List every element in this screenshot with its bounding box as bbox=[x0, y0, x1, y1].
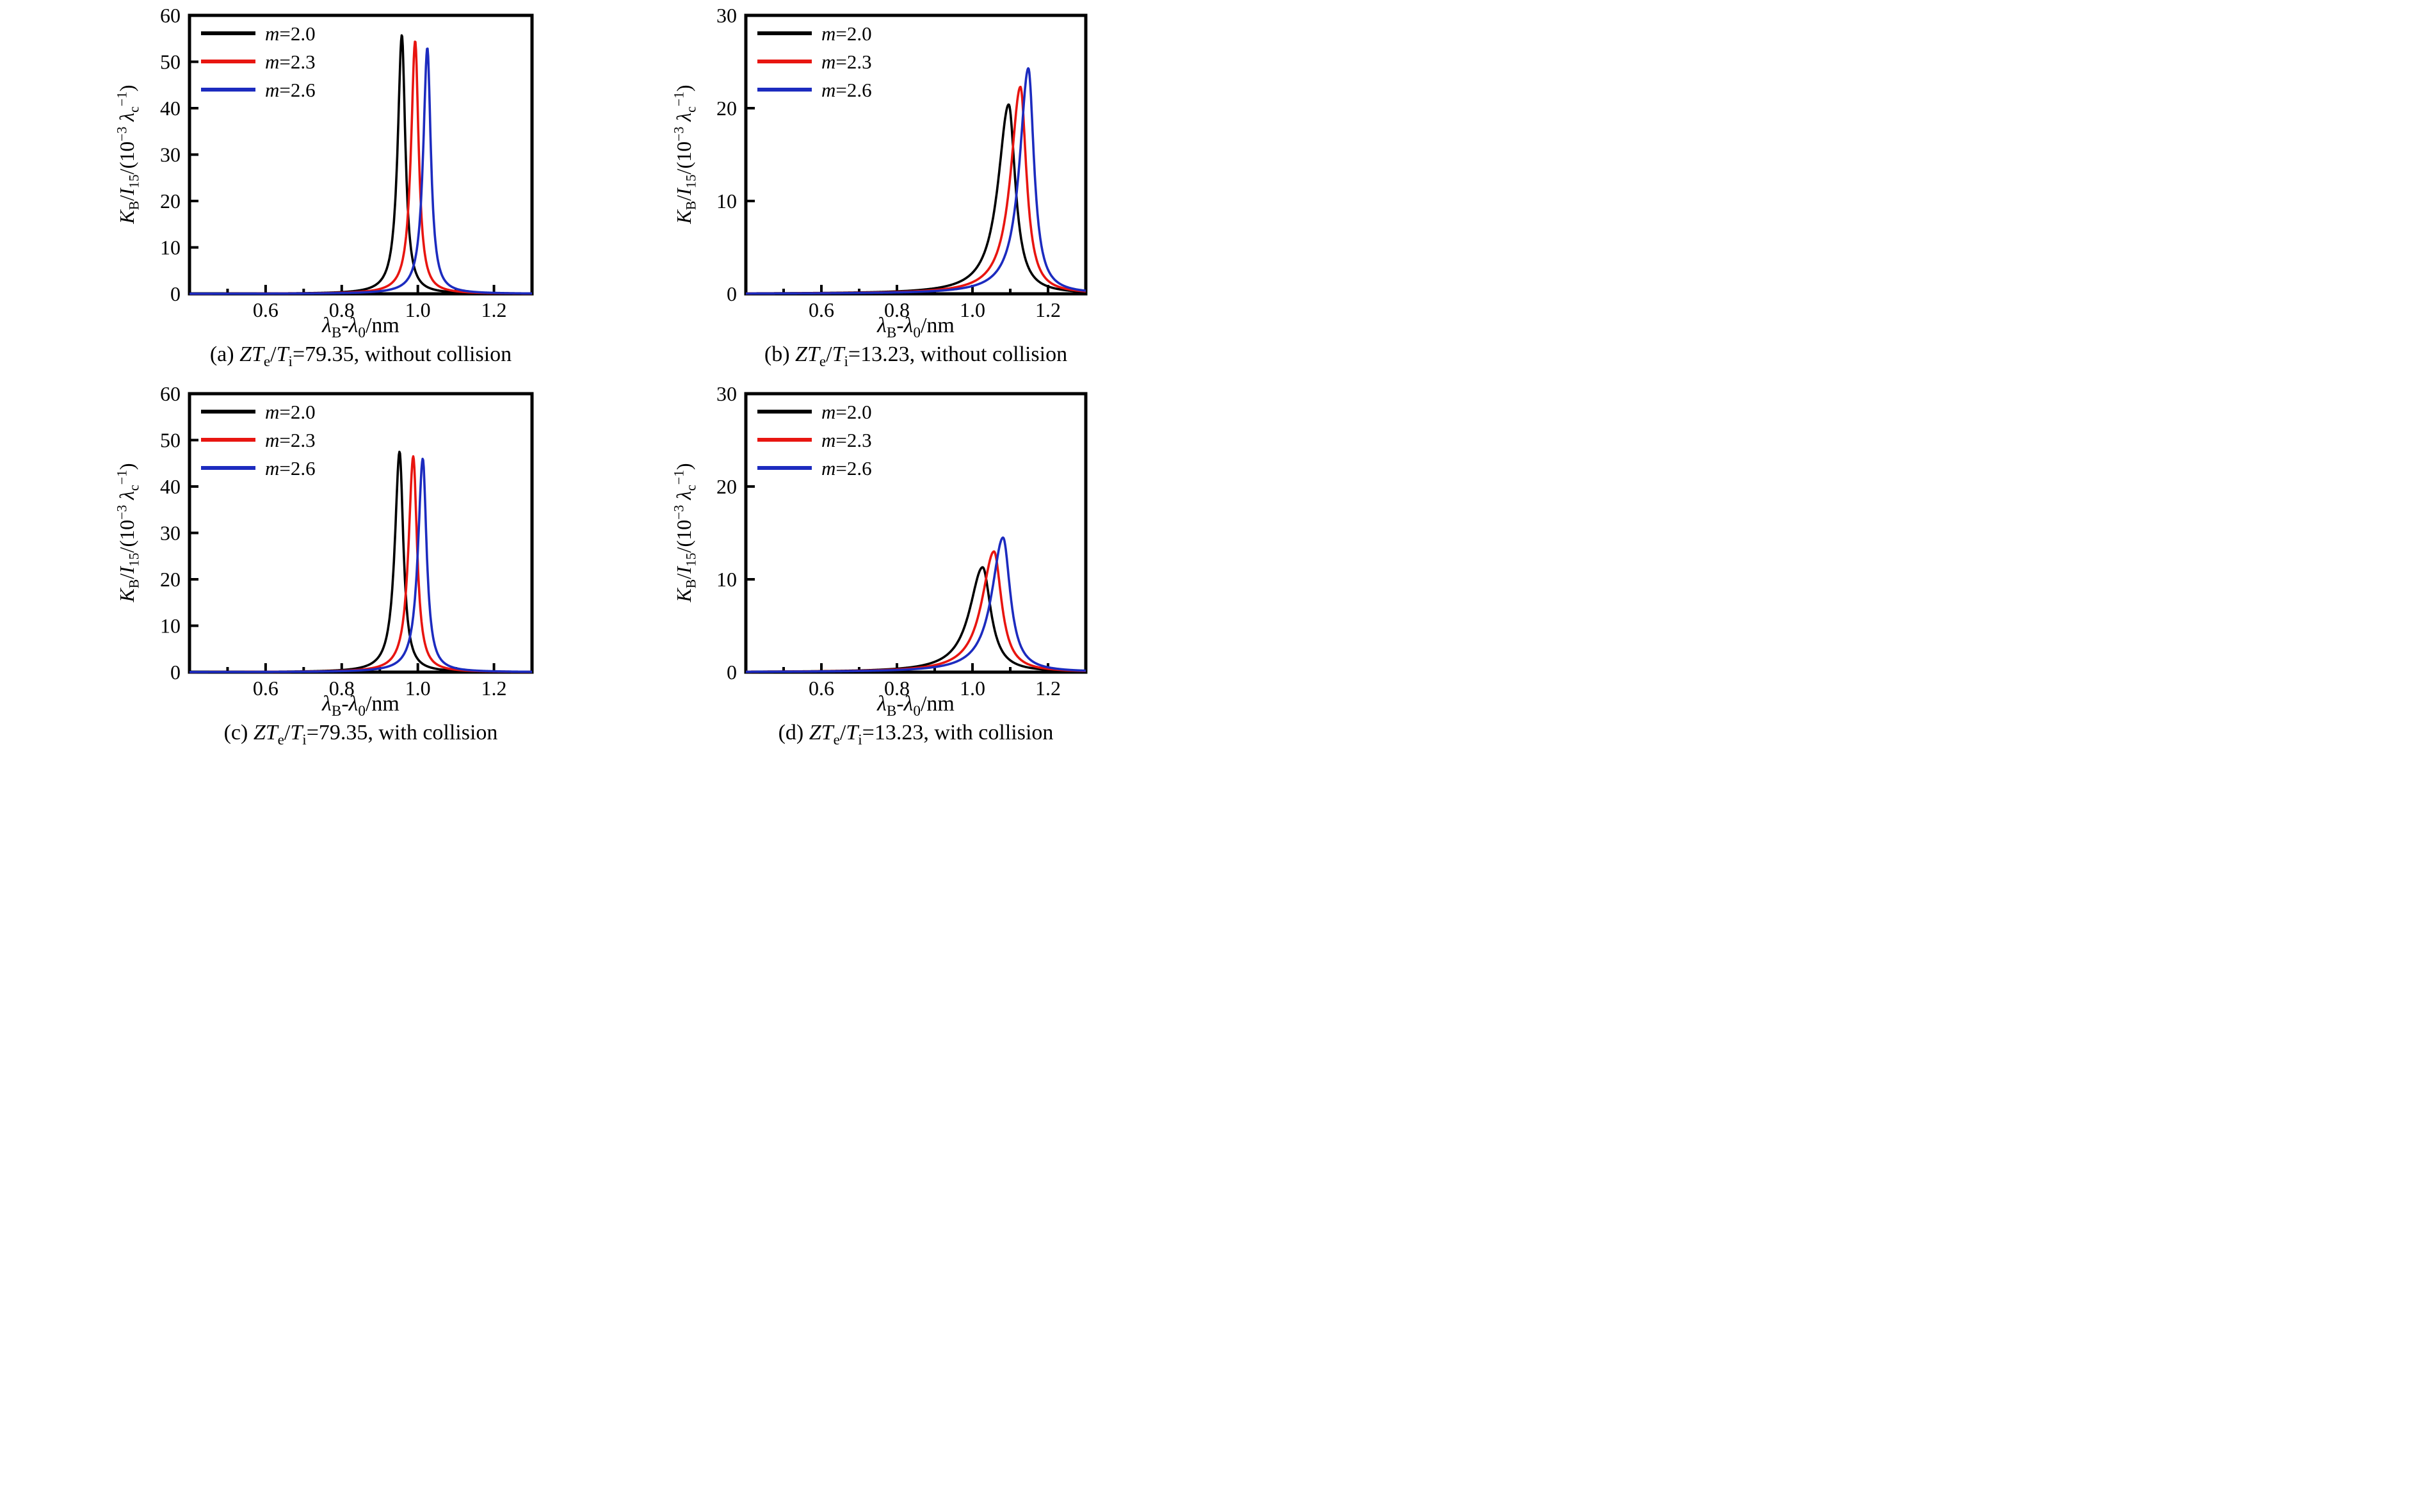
x-tick-label: 0.8 bbox=[329, 298, 355, 321]
x-tick-label: 1.2 bbox=[481, 677, 507, 700]
y-tick-label: 60 bbox=[160, 4, 181, 27]
legend-label: m=2.0 bbox=[265, 22, 316, 45]
x-axis-label: λB-λ0/nm bbox=[322, 692, 399, 720]
y-tick-label: 20 bbox=[716, 475, 737, 498]
y-tick-label: 20 bbox=[160, 189, 181, 213]
y-tick-label: 0 bbox=[170, 661, 181, 684]
plot-a-canvas: 0.6 0.8 1.0 1.2 0 10 20 30 40 50 60 m=2.0 m=2.3 m=2.6 bbox=[160, 4, 534, 321]
subplot-c: KB/I15/(10−3 λc−1) 0.6 0.8 1.0 1.2 0 10 20 30 40… bbox=[0, 378, 605, 756]
x-tick-label: 0.6 bbox=[253, 677, 278, 700]
legend-label: m=2.6 bbox=[265, 79, 316, 101]
x-tick-label: 0.8 bbox=[884, 677, 910, 700]
y-tick-label: 0 bbox=[727, 661, 737, 684]
y-tick-label: 40 bbox=[160, 97, 181, 120]
legend-label: m=2.6 bbox=[821, 457, 872, 479]
plot-c-canvas: 0.6 0.8 1.0 1.2 0 10 20 30 40 50 60 m=2.0 m=2.3 m=2.6 bbox=[160, 382, 534, 700]
y-tick-label: 30 bbox=[716, 382, 737, 405]
series-curve-2.6 bbox=[745, 536, 1086, 673]
legend-label: m=2.6 bbox=[265, 457, 316, 479]
x-tick-label: 1.0 bbox=[960, 298, 985, 321]
x-axis-label: λB-λ0/nm bbox=[322, 314, 399, 341]
x-tick-label: 0.6 bbox=[809, 677, 834, 700]
series-curve-2.0 bbox=[189, 34, 533, 295]
plot-frame bbox=[188, 13, 534, 296]
series-curve-2.0 bbox=[745, 566, 1086, 673]
x-tick-label: 0.8 bbox=[329, 677, 355, 700]
y-tick-label: 10 bbox=[716, 568, 737, 591]
x-tick-label: 1.2 bbox=[481, 298, 507, 321]
series-curve-2.3 bbox=[189, 40, 533, 295]
series-curve-2.6 bbox=[189, 47, 533, 295]
plot-b-canvas: 0.6 0.8 1.0 1.2 0 10 20 30 m=2.0 m=2.3 m=2.6 bbox=[716, 4, 1088, 321]
legend-label: m=2.6 bbox=[821, 79, 872, 101]
y-tick-label: 30 bbox=[160, 522, 181, 545]
y-tick-label: 20 bbox=[716, 97, 737, 120]
legend-label: m=2.3 bbox=[265, 429, 316, 451]
y-tick-label: 10 bbox=[160, 236, 181, 259]
legend-label: m=2.0 bbox=[265, 401, 316, 423]
x-axis-label: λB-λ0/nm bbox=[877, 314, 955, 341]
subplot-a: KB/I15/(10−3 λc−1) 0.6 0.8 1.0 1.2 0 10 20 30 40… bbox=[0, 0, 605, 378]
subplot-a-caption: (a) ZTe/Ti=79.35, without collision bbox=[209, 342, 512, 370]
plot-frame bbox=[744, 13, 1088, 296]
x-tick-label: 0.8 bbox=[884, 298, 910, 321]
subplot-b-caption: (b) ZTe/Ti=13.23, without collision bbox=[764, 342, 1068, 370]
y-tick-label: 10 bbox=[716, 189, 737, 213]
x-tick-label: 1.0 bbox=[960, 677, 985, 700]
y-tick-label: 30 bbox=[716, 4, 737, 27]
subplot-d-caption: (d) ZTe/Ti=13.23, with collision bbox=[778, 721, 1054, 748]
legend-label: m=2.0 bbox=[821, 22, 872, 45]
series-curve-2.6 bbox=[189, 457, 533, 673]
legend-label: m=2.0 bbox=[821, 401, 872, 423]
x-tick-label: 0.6 bbox=[253, 298, 278, 321]
x-tick-label: 0.6 bbox=[809, 298, 834, 321]
legend-label: m=2.3 bbox=[821, 429, 872, 451]
y-tick-label: 10 bbox=[160, 615, 181, 638]
y-tick-label: 50 bbox=[160, 429, 181, 452]
y-tick-label: 0 bbox=[170, 282, 181, 305]
y-tick-label: 50 bbox=[160, 51, 181, 74]
x-tick-label: 1.2 bbox=[1035, 677, 1061, 700]
y-tick-label: 30 bbox=[160, 143, 181, 166]
series-curve-2.0 bbox=[189, 451, 533, 673]
x-tick-label: 1.2 bbox=[1035, 298, 1061, 321]
figure-page: KB/I15/(10−3 λc−1) 0.6 0.8 1.0 1.2 0 10 20 30 40… bbox=[0, 0, 1210, 756]
y-tick-label: 0 bbox=[727, 282, 737, 305]
legend-label: m=2.3 bbox=[265, 51, 316, 73]
x-axis-label: λB-λ0/nm bbox=[877, 692, 955, 720]
x-tick-label: 1.0 bbox=[405, 298, 431, 321]
subplot-d: KB/I15/(10−3 λc−1) 0.6 0.8 1.0 1.2 0 10 20 30 m=… bbox=[605, 378, 1210, 756]
plot-frame bbox=[188, 392, 534, 674]
x-tick-label: 1.0 bbox=[405, 677, 431, 700]
series-curve-2.0 bbox=[745, 103, 1086, 295]
series-curve-2.3 bbox=[189, 455, 533, 673]
series-curve-2.3 bbox=[745, 550, 1086, 673]
legend-label: m=2.3 bbox=[821, 51, 872, 73]
y-tick-label: 60 bbox=[160, 382, 181, 405]
series-curve-2.6 bbox=[745, 67, 1086, 295]
y-tick-label: 40 bbox=[160, 475, 181, 498]
plot-d-canvas: 0.6 0.8 1.0 1.2 0 10 20 30 m=2.0 m=2.3 m=2.6 bbox=[716, 382, 1088, 700]
subplot-b: KB/I15/(10−3 λc−1) 0.6 0.8 1.0 1.2 0 10 20 30 m=… bbox=[605, 0, 1210, 378]
plot-frame bbox=[744, 392, 1088, 674]
y-tick-label: 20 bbox=[160, 568, 181, 591]
subplot-c-caption: (c) ZTe/Ti=79.35, with collision bbox=[223, 721, 498, 748]
